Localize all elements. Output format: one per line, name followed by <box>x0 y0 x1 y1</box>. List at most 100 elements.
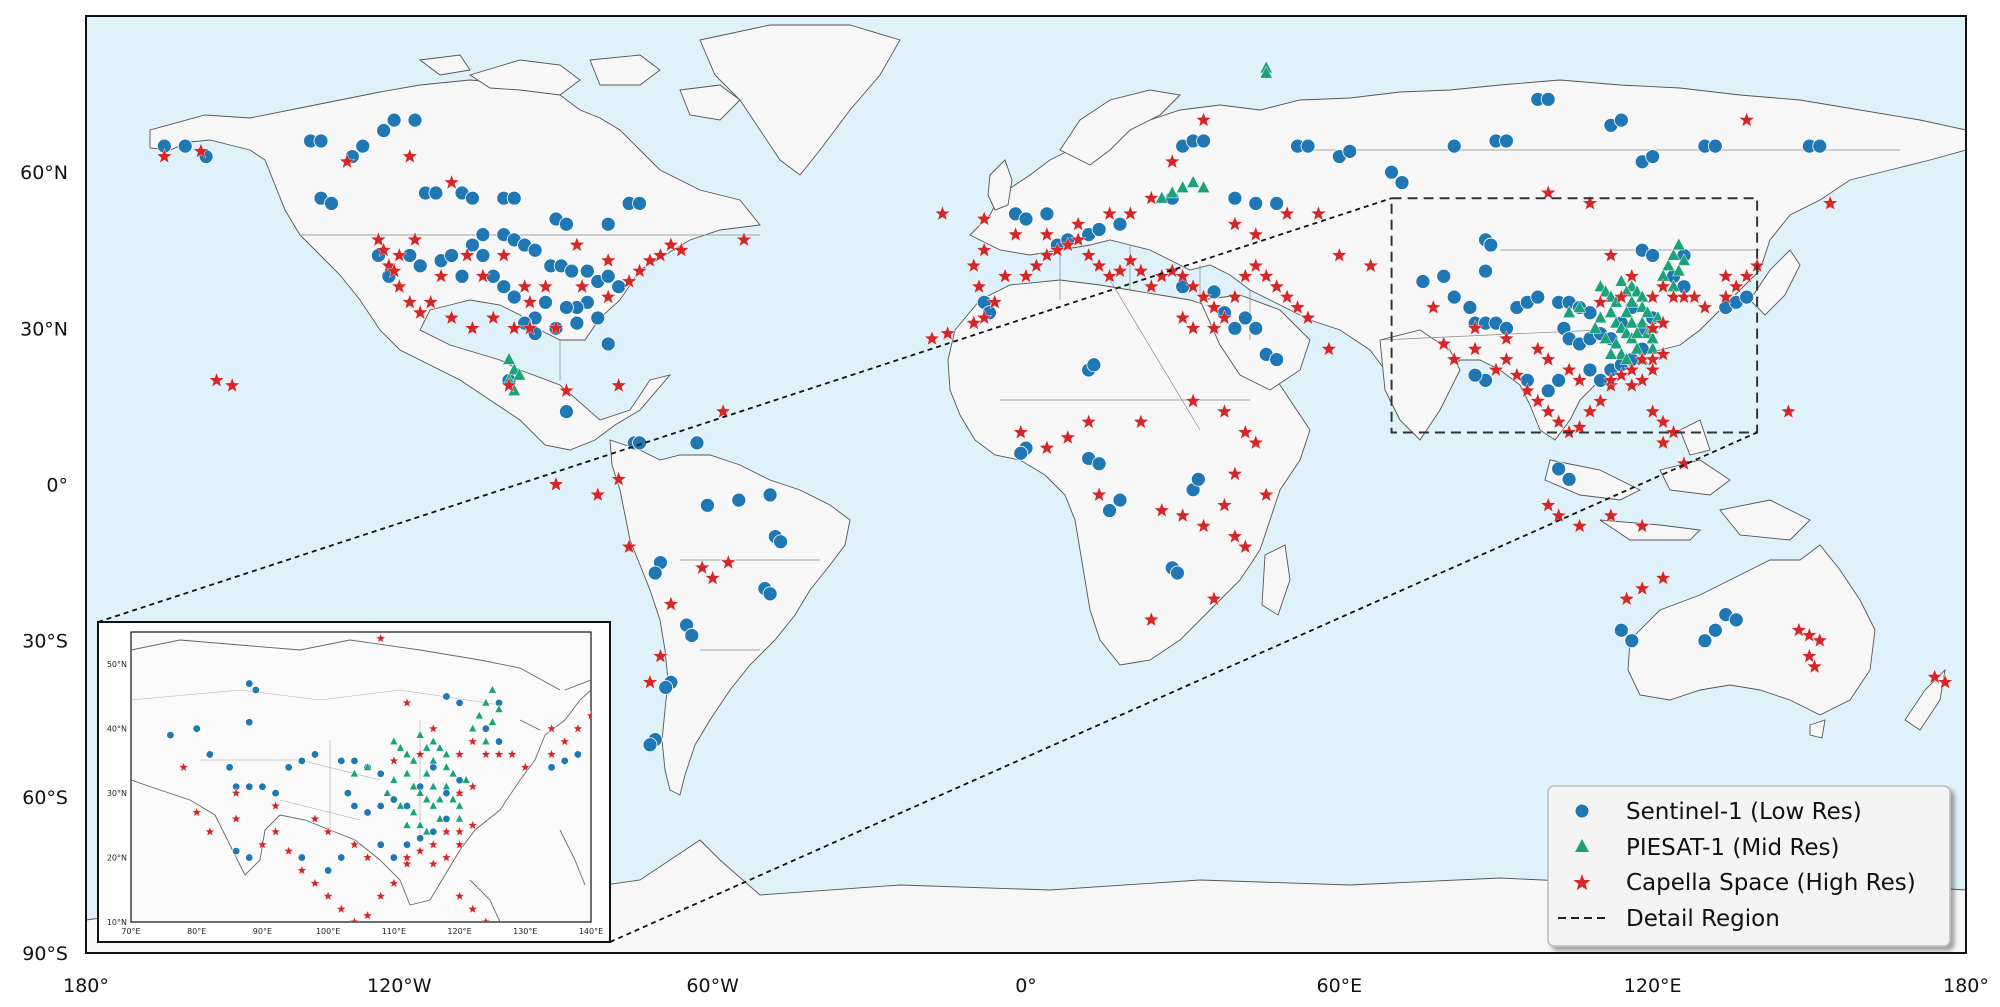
sentinel-point <box>1540 383 1556 399</box>
capella-point <box>1090 486 1108 502</box>
capella-point <box>1132 413 1150 429</box>
inset-capella-point <box>467 736 479 747</box>
capella-point <box>156 147 173 164</box>
capella-point <box>1007 226 1024 242</box>
capella-point <box>1602 371 1620 388</box>
sentinel-point <box>355 138 371 154</box>
piesat-point <box>1588 320 1602 334</box>
capella-point <box>976 210 993 226</box>
inset-sentinel-point <box>455 776 464 785</box>
sentinel-point <box>386 112 402 128</box>
capella-point <box>385 262 403 278</box>
piesat-point <box>1175 180 1190 193</box>
capella-point <box>1926 668 1943 685</box>
capella-point <box>934 205 951 221</box>
capella-point <box>610 470 627 487</box>
capella-point <box>1195 288 1212 305</box>
inset-capella-point <box>335 903 347 914</box>
lon-tick-label: 60°E <box>1316 975 1362 997</box>
sentinel-point <box>1739 289 1755 305</box>
sentinel-point <box>1478 263 1493 279</box>
capella-point <box>1801 647 1818 664</box>
capella-point <box>474 267 492 284</box>
inset-sentinel-point <box>376 769 385 778</box>
capella-point <box>1174 507 1191 523</box>
detail-connector-top <box>97 197 1392 623</box>
inset-piesat-point <box>402 749 412 758</box>
sentinel-point <box>407 112 423 128</box>
inset-sentinel-point <box>455 698 464 708</box>
capella-point <box>1226 465 1244 482</box>
capella-point <box>1184 278 1202 294</box>
inset-piesat-point <box>402 768 412 778</box>
capella-point <box>1216 403 1233 419</box>
capella-point <box>547 319 565 336</box>
capella-point <box>1529 392 1546 409</box>
sentinel-point <box>600 216 616 232</box>
capella-point <box>620 538 638 554</box>
inset-piesat-point <box>455 813 465 823</box>
capella-point <box>1331 246 1348 263</box>
capella-point <box>589 486 606 502</box>
capella-point <box>1654 314 1672 331</box>
inset-sentinel-point <box>547 763 556 772</box>
capella-point <box>1111 262 1129 278</box>
inset-piesat-point <box>422 794 432 803</box>
sentinel-point <box>1091 222 1107 237</box>
capella-point <box>1258 486 1275 502</box>
inset-capella-point <box>546 723 557 734</box>
sentinel-point <box>1645 149 1661 164</box>
inset-capella-point <box>349 839 360 850</box>
capella-point <box>1592 293 1609 310</box>
piesat-point <box>1619 284 1634 298</box>
sentinel-point <box>647 565 663 581</box>
piesat-point <box>1593 310 1608 324</box>
australia-landmass <box>1627 544 1876 716</box>
inset-capella-point <box>414 748 426 759</box>
inset-sentinel-point <box>415 834 425 843</box>
inset-sentinel-point <box>343 788 353 798</box>
capella-point <box>391 278 408 294</box>
greenland-landmass <box>699 24 901 176</box>
capella-point <box>1038 226 1056 242</box>
sentinel-point <box>1582 305 1598 321</box>
piesat-point <box>1614 273 1629 287</box>
inset-sentinel-point <box>297 756 307 766</box>
capella-point <box>1571 517 1588 534</box>
capella-point <box>1654 434 1672 450</box>
capella-point <box>506 319 523 336</box>
legend-capella-label: Capella Space (High Res) <box>1626 870 1916 896</box>
inset-piesat-point <box>487 717 497 726</box>
capella-point <box>1038 246 1056 263</box>
capella-point <box>662 595 680 612</box>
inset-sentinel-point <box>376 840 385 849</box>
inset-sentinel-point <box>389 853 399 862</box>
inset-capella-point <box>401 852 413 863</box>
inset-piesat-point <box>455 800 465 810</box>
sentinel-point <box>428 185 444 201</box>
inset-sentinel-point <box>389 795 399 804</box>
sentinel-point <box>559 300 574 315</box>
inset-sentinel-point <box>271 788 280 798</box>
sentinel-point <box>579 263 595 279</box>
inset-capella-point <box>375 890 387 901</box>
sentinel-point <box>569 315 585 331</box>
inset-capella-point <box>546 748 557 759</box>
capella-point <box>965 314 982 331</box>
inset-sentinel-point <box>166 730 175 740</box>
inset-piesat-point <box>389 775 399 784</box>
inset-sentinel-point <box>205 750 215 759</box>
capella-point <box>1226 215 1244 232</box>
inset-capella-point <box>362 910 373 921</box>
sentinel-point <box>1300 138 1316 154</box>
lat-tick-label: 90°S <box>22 943 68 965</box>
inset-coastline <box>131 639 591 922</box>
sentinel-point <box>1342 143 1358 159</box>
capella-point <box>1728 278 1745 294</box>
capella-point <box>1080 246 1097 263</box>
sentinel-point <box>1645 248 1661 263</box>
sentinel-point <box>177 138 193 154</box>
inset-capella-point <box>191 806 203 817</box>
inset-sentinel-point <box>494 737 504 746</box>
inset-sentinel-point <box>350 756 359 766</box>
